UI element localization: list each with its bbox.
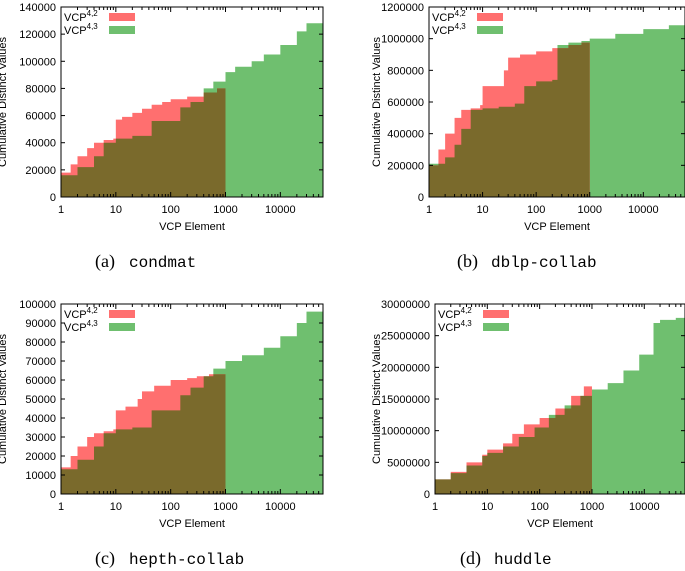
y-tick-label: 120000 bbox=[19, 29, 56, 41]
y-tick-label: 0 bbox=[424, 489, 430, 501]
legend-label-43: VCP4,3 bbox=[438, 319, 472, 334]
legend-label-43: VCP4,3 bbox=[64, 22, 98, 37]
y-tick-label: 30000 bbox=[25, 432, 56, 444]
y-tick-label: 50000 bbox=[25, 394, 56, 406]
caption-dataset-name: dblp-collab bbox=[491, 254, 597, 272]
y-tick-label: 40000 bbox=[25, 138, 56, 150]
y-axis-label: Cumulative Distinct Values bbox=[371, 333, 383, 464]
y-tick-label: 25000000 bbox=[381, 331, 430, 343]
y-tick-label: 140000 bbox=[19, 2, 56, 14]
caption-dataset-name: huddle bbox=[494, 551, 552, 569]
x-tick-label: 10 bbox=[110, 204, 122, 216]
legend-label-42: VCP4,2 bbox=[438, 306, 472, 321]
x-tick-label: 1 bbox=[426, 204, 432, 216]
y-tick-label: 80000 bbox=[25, 83, 56, 95]
x-tick-label: 1000 bbox=[580, 501, 604, 513]
legend-swatch-42 bbox=[483, 310, 509, 318]
y-tick-label: 60000 bbox=[25, 111, 56, 123]
y-tick-label: 5000000 bbox=[387, 457, 430, 469]
caption-letter: (d) bbox=[460, 548, 481, 569]
y-tick-label: 90000 bbox=[25, 318, 56, 330]
y-tick-label: 200000 bbox=[387, 160, 424, 172]
y-tick-label: 20000 bbox=[25, 165, 56, 177]
series-area-vcp43 bbox=[435, 317, 685, 494]
x-tick-label: 100 bbox=[161, 501, 179, 513]
x-tick-label: 100 bbox=[530, 501, 548, 513]
legend-swatch-43 bbox=[477, 26, 503, 34]
chart-panel-4: 0 5000000 10000000 15000000 20000000 25000000… bbox=[371, 299, 685, 569]
x-tick-label: 100 bbox=[527, 204, 545, 216]
y-tick-label: 600000 bbox=[387, 97, 424, 109]
caption-dataset-name: hepth-collab bbox=[129, 551, 244, 569]
x-tick-label: 100 bbox=[161, 204, 179, 216]
y-tick-label: 20000000 bbox=[381, 362, 430, 374]
x-tick-label: 10000 bbox=[629, 501, 660, 513]
y-tick-label: 0 bbox=[50, 192, 56, 204]
legend-swatch-42 bbox=[109, 13, 135, 21]
y-tick-label: 100000 bbox=[19, 299, 56, 311]
plot-area bbox=[429, 23, 685, 197]
x-tick-label: 10 bbox=[481, 501, 493, 513]
y-tick-label: 10000000 bbox=[381, 426, 430, 438]
x-tick-label: 10 bbox=[476, 204, 488, 216]
y-tick-label: 100000 bbox=[19, 56, 56, 68]
x-tick-label: 1 bbox=[58, 204, 64, 216]
legend-label-43: VCP4,3 bbox=[432, 22, 466, 37]
legend-label-42: VCP4,2 bbox=[64, 306, 98, 321]
legend-swatch-43 bbox=[109, 323, 135, 331]
x-axis-label: VCP Element bbox=[159, 518, 225, 530]
y-tick-label: 1200000 bbox=[381, 2, 424, 14]
legend-swatch-43 bbox=[483, 323, 509, 331]
plot-area bbox=[61, 305, 323, 494]
x-tick-label: 1000 bbox=[213, 204, 237, 216]
x-tick-label: 10000 bbox=[265, 204, 296, 216]
legend-swatch-42 bbox=[477, 13, 503, 21]
legend-swatch-43 bbox=[109, 26, 135, 34]
plot-frame bbox=[60, 6, 324, 198]
y-tick-label: 40000 bbox=[25, 413, 56, 425]
y-tick-label: 800000 bbox=[387, 65, 424, 77]
legend-label-43: VCP4,3 bbox=[64, 319, 98, 334]
series-overlap-area bbox=[61, 81, 226, 197]
y-tick-label: 15000000 bbox=[381, 394, 430, 406]
y-tick-label: 400000 bbox=[387, 129, 424, 141]
x-tick-label: 10000 bbox=[265, 501, 296, 513]
series-overlap-area bbox=[61, 368, 226, 494]
caption-letter: (b) bbox=[457, 251, 478, 272]
y-tick-label: 1000000 bbox=[381, 34, 424, 46]
x-tick-label: 10000 bbox=[628, 204, 659, 216]
y-tick-label: 70000 bbox=[25, 356, 56, 368]
y-tick-label: 80000 bbox=[25, 337, 56, 349]
legend-swatch-42 bbox=[109, 310, 135, 318]
x-axis-label: VCP Element bbox=[524, 221, 590, 233]
y-axis-label: Cumulative Distinct Values bbox=[0, 333, 9, 464]
x-tick-label: 10 bbox=[110, 501, 122, 513]
chart-panel-2: 0 200000 400000 600000 800000 1000000 1200000 1… bbox=[371, 2, 685, 272]
chart-panel-3: 0 10000 20000 30000 40000 50000 60000 70000 8000… bbox=[0, 299, 324, 569]
x-tick-label: 1000 bbox=[577, 204, 601, 216]
chart-panel-1: 0 20000 40000 60000 80000 100000 120000 140000 1… bbox=[0, 2, 324, 272]
legend-label-42: VCP4,2 bbox=[432, 9, 466, 24]
caption-letter: (c) bbox=[95, 548, 115, 569]
x-axis-label: VCP Element bbox=[527, 518, 593, 530]
y-axis-label: Cumulative Distinct Values bbox=[371, 36, 383, 167]
y-tick-label: 60000 bbox=[25, 375, 56, 387]
y-tick-label: 30000000 bbox=[381, 299, 430, 311]
y-axis-label: Cumulative Distinct Values bbox=[0, 36, 9, 167]
y-tick-label: 0 bbox=[50, 489, 56, 501]
y-tick-label: 0 bbox=[418, 192, 424, 204]
x-tick-label: 1000 bbox=[213, 501, 237, 513]
x-tick-label: 1 bbox=[58, 501, 64, 513]
plot-area bbox=[435, 317, 685, 494]
y-tick-label: 20000 bbox=[25, 451, 56, 463]
plot-area bbox=[61, 20, 323, 197]
x-axis-label: VCP Element bbox=[159, 221, 225, 233]
y-tick-label: 10000 bbox=[25, 470, 56, 482]
x-tick-label: 1 bbox=[432, 501, 438, 513]
caption-dataset-name: condmat bbox=[129, 254, 196, 272]
caption-letter: (a) bbox=[95, 251, 115, 272]
legend-label-42: VCP4,2 bbox=[64, 9, 98, 24]
